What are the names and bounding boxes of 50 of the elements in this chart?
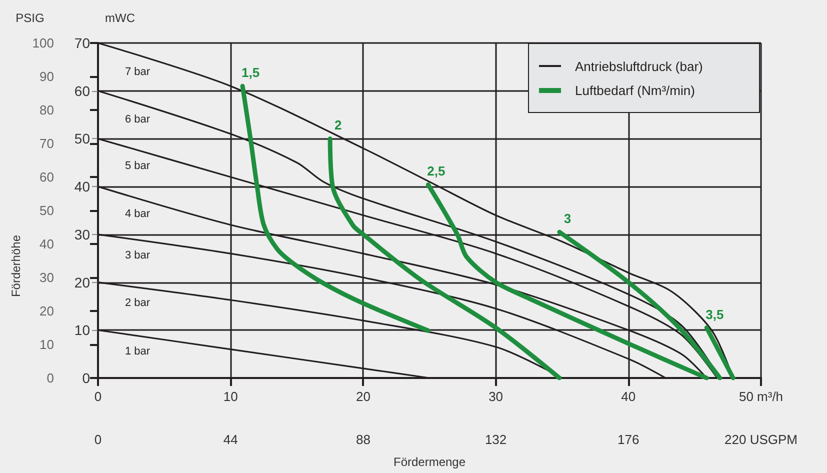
series-label: 3 bar	[125, 250, 150, 262]
y2-axis-title: PSIG	[16, 11, 44, 25]
x-tick-label: 20	[356, 389, 370, 404]
y-axis-title: mWC	[105, 11, 136, 25]
x-tick-label: 30	[488, 389, 504, 404]
y2-tick-label: 50	[40, 203, 54, 218]
series-label: 2,5	[427, 164, 446, 179]
y-tick-label: 70	[74, 35, 90, 51]
x-tick-label: 10	[223, 389, 238, 404]
y-tick-label: 60	[74, 82, 90, 99]
y-tick-label: 30	[74, 226, 90, 242]
y2-tick-label: 30	[40, 270, 54, 285]
y-tick-label: 40	[74, 178, 90, 195]
series-label: 3,5	[706, 306, 724, 322]
series-label: 6 bar	[125, 114, 150, 126]
y2-tick-label: 90	[40, 69, 54, 84]
y2-tick-label: 70	[40, 136, 54, 151]
y-tick-label: 20	[74, 274, 90, 290]
legend-box: Antriebsluftdruck (bar) Luftbedarf (Nm³/min)	[528, 43, 760, 113]
y2-tick-label: 80	[40, 102, 54, 118]
series-label: 1 bar	[125, 345, 150, 358]
annotation: Antriebsluftdruck (bar)	[575, 58, 703, 74]
y2-tick-label: 0	[46, 370, 54, 386]
y2-tick-label: 60	[40, 170, 54, 184]
x2-tick-label: 132	[484, 432, 507, 447]
series-label: 7 bar	[125, 66, 150, 78]
y2-tick-label: 100	[32, 36, 54, 50]
x-tick-label: 0	[94, 389, 102, 404]
series-label: 1,5	[241, 65, 260, 80]
y2-tick-label: 10	[40, 337, 54, 352]
x-axis-title: Fördermenge	[393, 455, 466, 469]
x-tick-label: 40	[621, 389, 636, 404]
x2-tick-label: 220 USGPM	[724, 432, 798, 447]
text: Förderhöhe	[9, 234, 23, 298]
annotation: Luftbedarf (Nm³/min)	[575, 82, 695, 98]
x2-tick-label: 88	[356, 432, 370, 447]
series-label: 2	[334, 118, 342, 133]
x2-tick-label: 0	[94, 432, 102, 447]
y2-tick-label: 20	[40, 304, 54, 318]
x2-tick-label: 176	[618, 432, 640, 447]
series-label: 5 bar	[125, 160, 150, 172]
y-tick-label: 0	[82, 370, 90, 386]
y-tick-label: 10	[74, 322, 90, 338]
series-label: 3	[564, 211, 572, 226]
y-tick-label: 50	[74, 130, 90, 147]
series-label: 4 bar	[125, 208, 150, 220]
y2-tick-label: 40	[40, 236, 54, 252]
x2-tick-label: 44	[223, 432, 238, 447]
series-label: 2 bar	[125, 296, 150, 309]
x-tick-label: 50 m³/h	[738, 389, 784, 404]
